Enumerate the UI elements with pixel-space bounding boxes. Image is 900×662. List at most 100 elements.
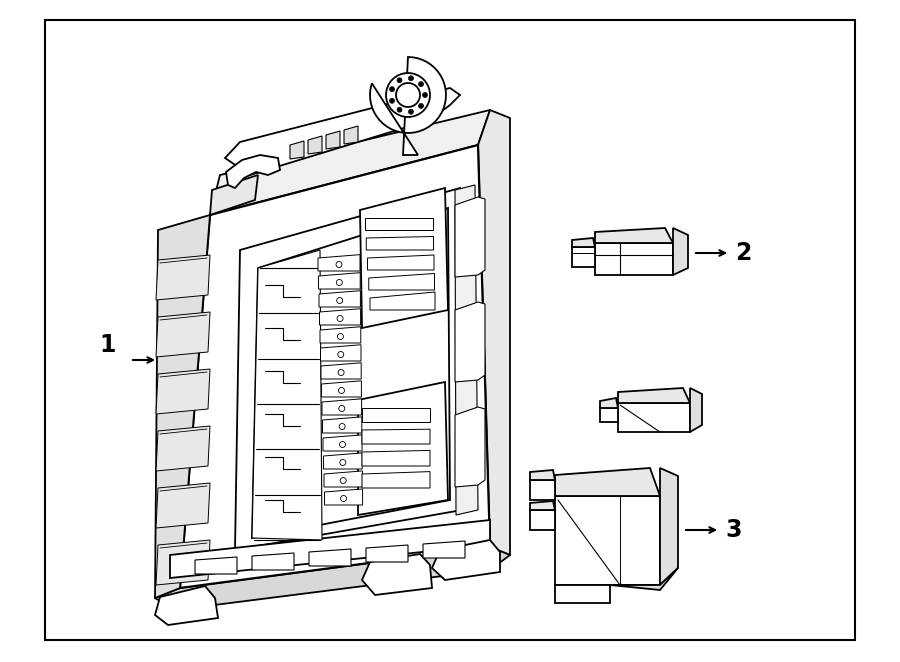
Circle shape [418, 81, 424, 87]
Polygon shape [320, 345, 361, 361]
Polygon shape [226, 155, 280, 188]
Polygon shape [323, 435, 362, 451]
Polygon shape [362, 429, 430, 444]
Polygon shape [572, 247, 595, 267]
Polygon shape [455, 407, 485, 487]
Circle shape [338, 406, 345, 412]
Circle shape [409, 109, 413, 115]
Polygon shape [600, 408, 618, 422]
Polygon shape [156, 312, 210, 357]
Circle shape [338, 369, 344, 375]
Polygon shape [322, 417, 362, 433]
Polygon shape [572, 238, 595, 247]
Polygon shape [455, 185, 478, 515]
Polygon shape [610, 568, 678, 590]
Circle shape [422, 93, 427, 97]
Polygon shape [673, 228, 688, 275]
Polygon shape [319, 273, 360, 289]
Polygon shape [530, 480, 555, 500]
Polygon shape [290, 141, 304, 159]
Polygon shape [318, 255, 360, 271]
Polygon shape [595, 228, 673, 243]
Polygon shape [366, 545, 408, 562]
Polygon shape [323, 453, 362, 469]
Polygon shape [478, 110, 510, 555]
Text: 2: 2 [735, 241, 752, 265]
Circle shape [340, 495, 346, 502]
Polygon shape [155, 547, 510, 610]
Polygon shape [210, 175, 258, 215]
Polygon shape [530, 501, 555, 510]
Circle shape [338, 387, 345, 393]
Polygon shape [362, 554, 432, 595]
Polygon shape [530, 510, 555, 530]
Polygon shape [320, 327, 361, 343]
Circle shape [337, 316, 343, 322]
Circle shape [340, 459, 346, 465]
Polygon shape [432, 540, 500, 580]
Polygon shape [530, 470, 555, 480]
Polygon shape [555, 468, 660, 496]
Polygon shape [362, 471, 430, 488]
Circle shape [340, 477, 346, 483]
Circle shape [418, 103, 424, 109]
Polygon shape [321, 363, 361, 379]
Text: 1: 1 [100, 333, 116, 357]
Polygon shape [660, 468, 678, 585]
Polygon shape [324, 471, 363, 487]
Polygon shape [555, 585, 610, 603]
Polygon shape [156, 540, 210, 585]
Polygon shape [170, 520, 490, 578]
Polygon shape [366, 236, 434, 250]
Circle shape [397, 77, 402, 83]
Polygon shape [195, 557, 237, 574]
Polygon shape [358, 382, 448, 515]
Polygon shape [690, 388, 702, 432]
Polygon shape [344, 126, 358, 144]
Polygon shape [225, 88, 460, 175]
Polygon shape [155, 586, 218, 625]
Polygon shape [235, 188, 462, 550]
Polygon shape [595, 243, 673, 275]
Circle shape [396, 83, 420, 107]
Polygon shape [369, 273, 435, 290]
Circle shape [338, 334, 344, 340]
Polygon shape [370, 292, 435, 310]
Circle shape [390, 99, 394, 103]
Polygon shape [365, 218, 433, 230]
Polygon shape [423, 541, 465, 558]
Polygon shape [319, 291, 360, 307]
Polygon shape [362, 408, 430, 422]
Polygon shape [321, 381, 362, 397]
Polygon shape [618, 388, 690, 403]
Polygon shape [325, 489, 363, 505]
Polygon shape [156, 426, 210, 471]
Polygon shape [155, 215, 210, 598]
Circle shape [338, 352, 344, 357]
Circle shape [337, 297, 343, 303]
Circle shape [386, 73, 430, 117]
Circle shape [409, 75, 413, 81]
Polygon shape [370, 57, 446, 155]
Polygon shape [322, 399, 362, 415]
Polygon shape [252, 208, 450, 538]
Polygon shape [309, 549, 351, 566]
Polygon shape [156, 255, 210, 300]
Polygon shape [326, 131, 340, 149]
Polygon shape [600, 398, 618, 408]
Circle shape [339, 424, 345, 430]
Polygon shape [320, 308, 361, 325]
Polygon shape [367, 255, 434, 270]
Circle shape [337, 279, 342, 285]
Polygon shape [455, 197, 485, 277]
Polygon shape [618, 403, 690, 432]
Text: 3: 3 [725, 518, 742, 542]
Polygon shape [180, 145, 490, 588]
Polygon shape [555, 496, 660, 585]
Circle shape [336, 261, 342, 267]
Circle shape [339, 442, 346, 448]
Polygon shape [308, 136, 322, 154]
Circle shape [390, 87, 394, 91]
Polygon shape [156, 369, 210, 414]
Polygon shape [210, 110, 490, 215]
